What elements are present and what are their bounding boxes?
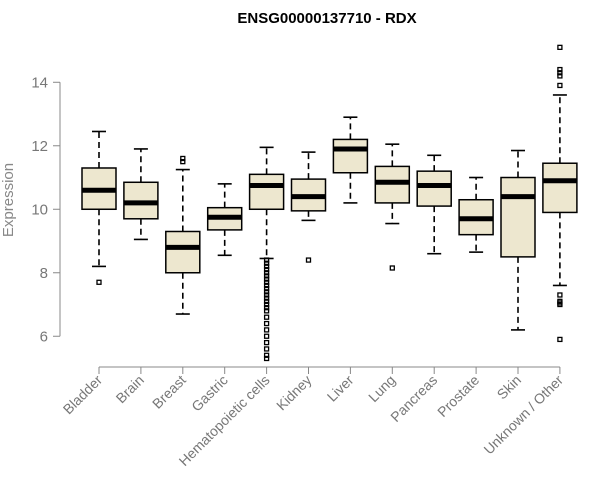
outlier-point [180, 155, 186, 162]
outlier-point [263, 266, 270, 273]
y-tick-label: 6 [40, 328, 48, 345]
outlier-point [389, 265, 395, 271]
box-iqr [248, 173, 285, 211]
outlier-point [557, 298, 563, 304]
box-group [248, 146, 285, 362]
outlier-point [557, 70, 563, 76]
box-group [206, 183, 243, 257]
box-group [81, 130, 117, 285]
outlier-point [557, 66, 563, 73]
plot-area [81, 44, 578, 362]
box-group [416, 154, 452, 255]
outlier-point [263, 295, 270, 301]
outlier-point [263, 333, 270, 339]
y-tick-label: 12 [31, 138, 48, 155]
outlier-point [263, 355, 270, 362]
outlier-point [263, 285, 270, 292]
x-tick-label: Liver [324, 372, 357, 405]
box-group [374, 143, 411, 271]
outlier-point [263, 276, 270, 282]
box-group [290, 151, 327, 263]
outlier-point [305, 257, 312, 263]
y-axis-label: Expression [0, 163, 17, 237]
box-group [332, 116, 369, 204]
outlier-point [557, 336, 563, 343]
outlier-point [263, 292, 270, 298]
outlier-point [263, 257, 270, 263]
outlier-point [263, 270, 270, 276]
outlier-point [263, 260, 270, 266]
outlier-point [263, 282, 270, 289]
outlier-point [263, 352, 270, 358]
outlier-point [263, 327, 270, 333]
y-tick-label: 8 [40, 265, 48, 282]
outlier-point [263, 314, 270, 320]
outlier-point [263, 308, 270, 314]
outlier-point [263, 339, 270, 346]
x-tick-label: Bladder [60, 372, 106, 418]
chart-title: ENSG00000137710 - RDX [237, 10, 416, 27]
box-group [500, 149, 536, 331]
outlier-point [96, 279, 102, 285]
outlier-point [263, 289, 270, 295]
x-tick-label: Breast [149, 372, 189, 412]
outlier-point [557, 73, 563, 79]
x-tick-label: Kidney [273, 372, 315, 414]
box-group [165, 155, 201, 315]
box-group [542, 44, 578, 343]
box-iqr [332, 138, 369, 174]
x-tick-label: Brain [113, 372, 147, 406]
outlier-point [557, 44, 563, 50]
x-tick-label: Unknown / Other [480, 372, 566, 458]
x-tick-label: Lung [365, 372, 398, 405]
outlier-point [263, 273, 270, 279]
y-tick-label: 14 [31, 74, 48, 91]
outlier-point [263, 301, 270, 308]
box-iqr [500, 176, 536, 258]
outlier-point [557, 82, 563, 89]
box-group [458, 176, 494, 253]
outlier-point [263, 263, 270, 270]
outlier-point [557, 292, 563, 298]
outlier-point [263, 320, 270, 327]
outlier-point [180, 158, 186, 165]
box-iqr [542, 162, 578, 214]
outlier-point [263, 305, 270, 311]
x-tick-label: Pancreas [387, 372, 440, 425]
x-tick-label: Skin [494, 372, 525, 403]
outlier-point [263, 298, 270, 304]
box-iqr [165, 230, 201, 274]
outlier-point [263, 279, 270, 285]
y-tick-label: 10 [31, 201, 48, 218]
outlier-point [263, 346, 270, 352]
box-iqr [416, 170, 452, 207]
x-tick-label: Prostate [434, 372, 482, 420]
box-group [123, 148, 159, 241]
